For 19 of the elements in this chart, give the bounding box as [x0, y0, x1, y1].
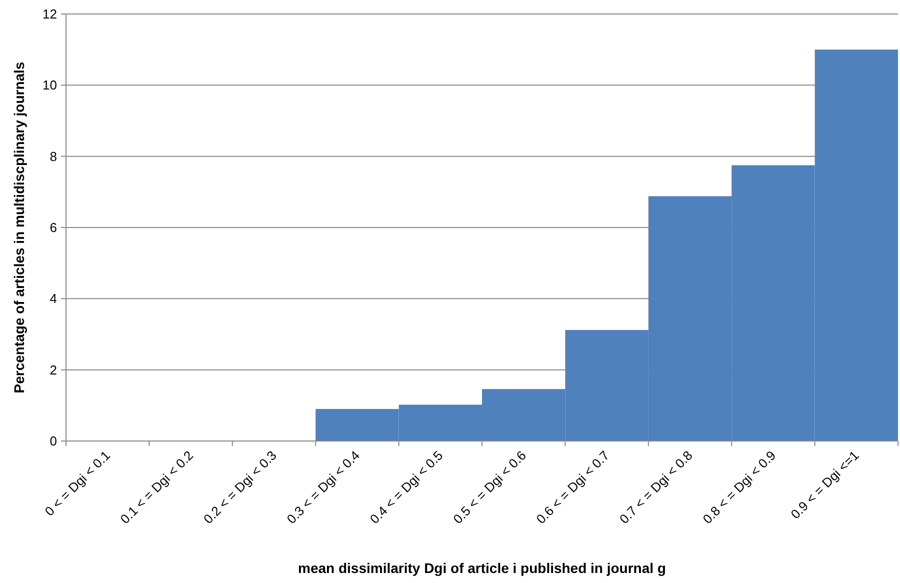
x-tick-label: 0.3 < = Dgi < 0.4 [284, 448, 363, 527]
x-tick-label: 0.7 < = Dgi < 0.8 [616, 448, 696, 527]
x-tick-label: 0.1 < = Dgi < 0.2 [117, 448, 196, 527]
y-tick-label: 8 [50, 148, 57, 164]
x-tick-label: 0.9 < = Dgi <=1 [788, 448, 862, 522]
x-tick-label: 0.2 < = Dgi < 0.3 [200, 448, 280, 527]
y-tick-label: 12 [42, 6, 57, 22]
x-axis-title: mean dissimilarity Dgi of article i published in journal g [298, 560, 666, 576]
y-tick-label: 10 [42, 78, 57, 93]
y-tick-label: 0 [50, 434, 57, 449]
y-axis-title: Percentage of articles in multidiscplinary journals [11, 62, 27, 394]
x-tick-label: 0.6 < = Dgi < 0.7 [533, 448, 612, 527]
y-tick-label: 6 [50, 220, 57, 236]
x-tick-label: 0.8 < = Dgi < 0.9 [700, 448, 779, 527]
x-tick-label: 0.5 < = Dgi < 0.6 [450, 448, 529, 527]
x-tick-label: 0.4 < = Dgi < 0.5 [366, 448, 446, 527]
x-tick-label: 0 < = Dgi < 0.1 [42, 448, 113, 519]
y-tick-label: 4 [50, 291, 57, 306]
y-tick-label: 2 [50, 362, 57, 378]
